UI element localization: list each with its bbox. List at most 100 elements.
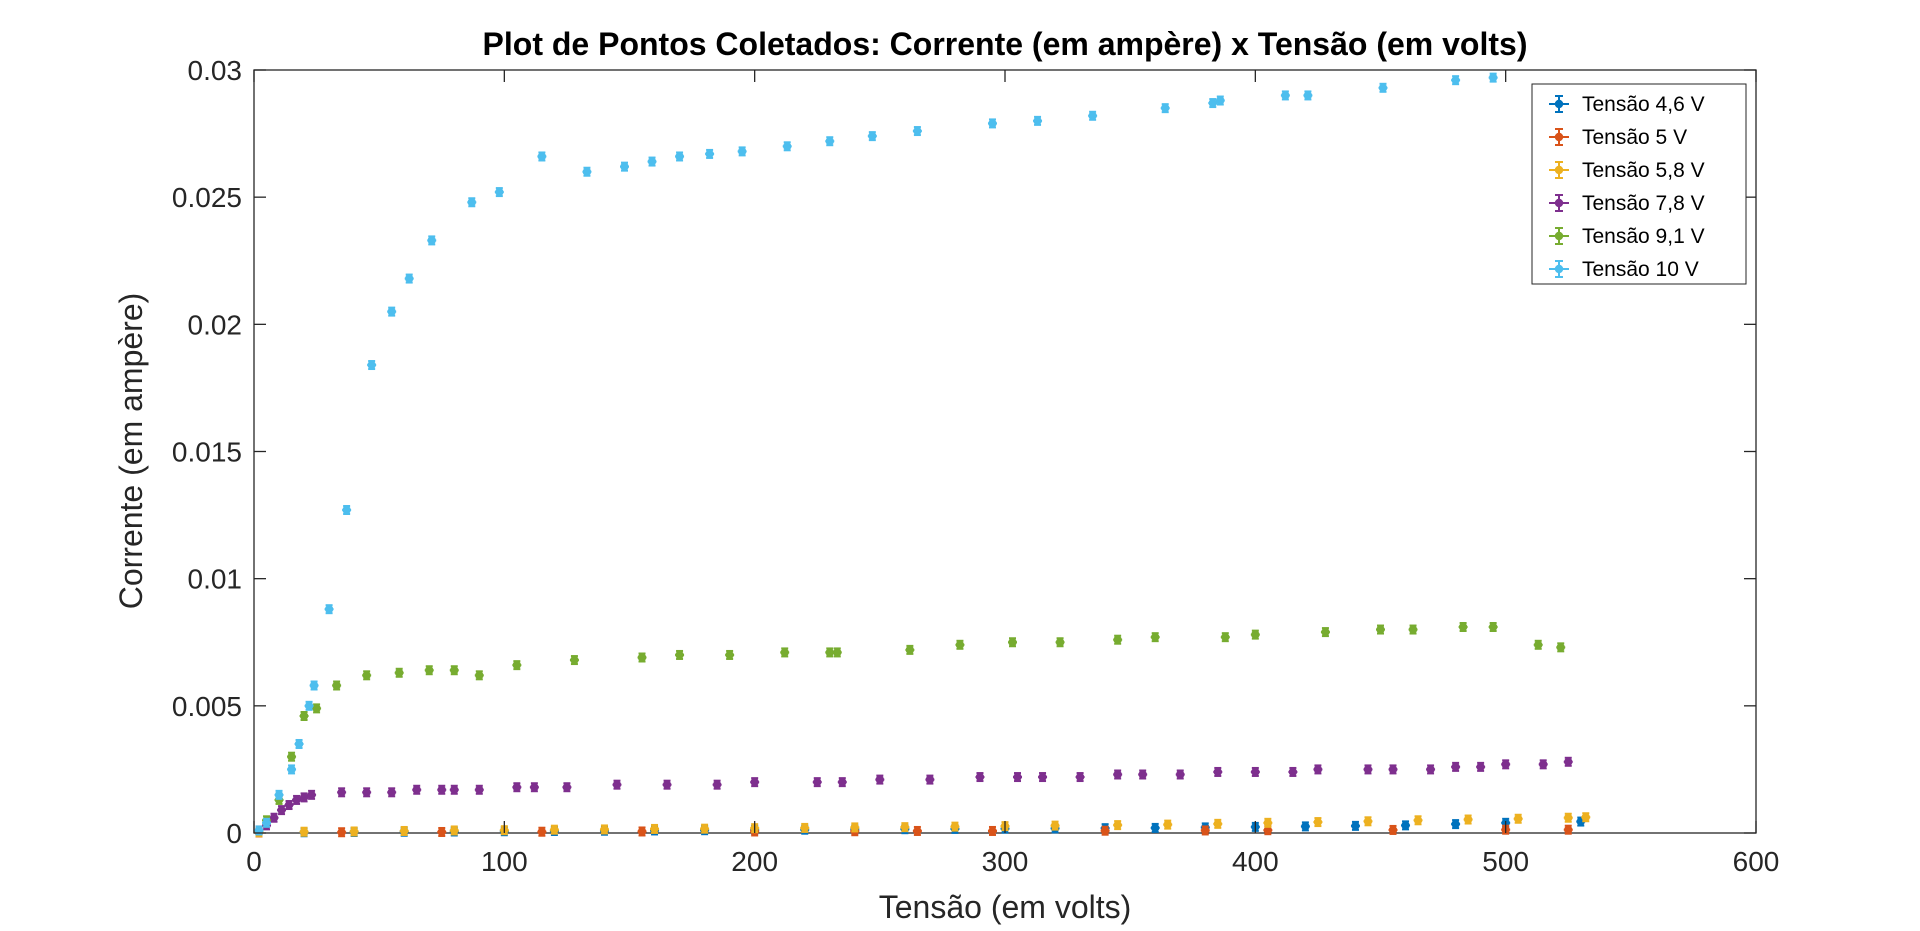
marker [750, 777, 759, 787]
marker [475, 671, 484, 680]
marker [582, 167, 592, 176]
data-point [294, 738, 304, 749]
marker [905, 645, 915, 655]
marker [287, 752, 296, 761]
data-point [262, 817, 272, 828]
data-point [437, 784, 447, 795]
marker [1488, 622, 1498, 632]
marker [427, 236, 436, 245]
marker [1451, 819, 1460, 829]
data-point [1208, 98, 1218, 109]
legend-label: Tensão 10 V [1582, 258, 1699, 281]
legend-marker [1554, 264, 1564, 274]
data-point [1426, 764, 1436, 775]
data-point [287, 764, 297, 775]
marker [1463, 815, 1473, 824]
marker [299, 793, 309, 802]
marker [1313, 817, 1323, 827]
marker [647, 157, 657, 166]
marker [900, 822, 910, 832]
data-point [750, 777, 760, 788]
marker [450, 826, 459, 835]
marker [813, 777, 822, 787]
marker [1539, 760, 1548, 769]
marker [800, 823, 809, 833]
legend-label: Tensão 4,6 V [1582, 93, 1705, 116]
legend-marker [1554, 99, 1564, 109]
marker [274, 790, 284, 800]
marker [307, 790, 316, 800]
data-point [1401, 820, 1411, 831]
marker [337, 828, 346, 837]
marker [1534, 640, 1543, 649]
data-point [1458, 621, 1468, 632]
data-point [1376, 624, 1385, 635]
marker [662, 780, 672, 789]
data-point [332, 680, 342, 691]
marker [1288, 767, 1298, 777]
data-point [619, 161, 629, 172]
data-point [1100, 825, 1110, 836]
marker [1388, 825, 1398, 835]
data-point [1563, 812, 1573, 823]
legend-marker [1554, 132, 1564, 142]
legend-label: Tensão 7,8 V [1582, 192, 1705, 215]
marker [304, 701, 314, 711]
marker [1321, 627, 1330, 637]
series-3 [254, 812, 1591, 838]
marker [913, 826, 922, 836]
data-point [299, 711, 309, 722]
data-point [1488, 621, 1498, 632]
marker [530, 783, 539, 792]
data-point [662, 779, 672, 790]
marker [1113, 770, 1122, 779]
data-point [1501, 759, 1511, 770]
marker [620, 162, 629, 171]
marker [838, 777, 847, 787]
marker [712, 780, 722, 789]
data-point [529, 782, 539, 793]
data-point [1363, 764, 1373, 775]
marker [1408, 625, 1418, 634]
legend-entry: Tensão 5,8 V [1549, 159, 1705, 182]
data-point [427, 235, 437, 246]
legend-marker [1554, 165, 1564, 175]
marker [1151, 632, 1160, 642]
legend: Tensão 4,6 V Tensão 5 V Tensão 5,8 V Tensão… [1531, 83, 1747, 285]
x-tick-label: 600 [1733, 846, 1780, 877]
data-point [342, 504, 352, 515]
data-point [1451, 819, 1461, 830]
marker [637, 827, 647, 836]
marker [1216, 96, 1225, 105]
data-point [850, 822, 860, 833]
data-point [1563, 824, 1573, 835]
data-point [1413, 815, 1423, 826]
data-point [812, 777, 822, 788]
legend-marker [1554, 198, 1564, 208]
marker [405, 274, 414, 283]
data-point [1150, 822, 1160, 833]
data-point [1451, 761, 1461, 772]
marker [299, 711, 309, 721]
data-point [637, 826, 647, 837]
data-point [337, 827, 347, 838]
data-point [1050, 820, 1060, 831]
data-point [1213, 818, 1223, 829]
marker [467, 198, 476, 207]
marker [1378, 83, 1388, 93]
data-point [362, 787, 372, 798]
marker [725, 650, 734, 660]
data-point [1300, 821, 1310, 832]
data-point [494, 187, 504, 198]
data-point [1388, 824, 1398, 835]
data-point [404, 273, 414, 284]
marker [1100, 826, 1110, 835]
data-point [337, 787, 347, 798]
data-point [324, 604, 334, 615]
data-point [700, 823, 710, 834]
data-point [1280, 90, 1290, 101]
marker [650, 824, 659, 834]
legend-entry: Tensão 5 V [1549, 126, 1687, 149]
chart-title: Plot de Pontos Coletados: Corrente (em a… [483, 26, 1528, 62]
